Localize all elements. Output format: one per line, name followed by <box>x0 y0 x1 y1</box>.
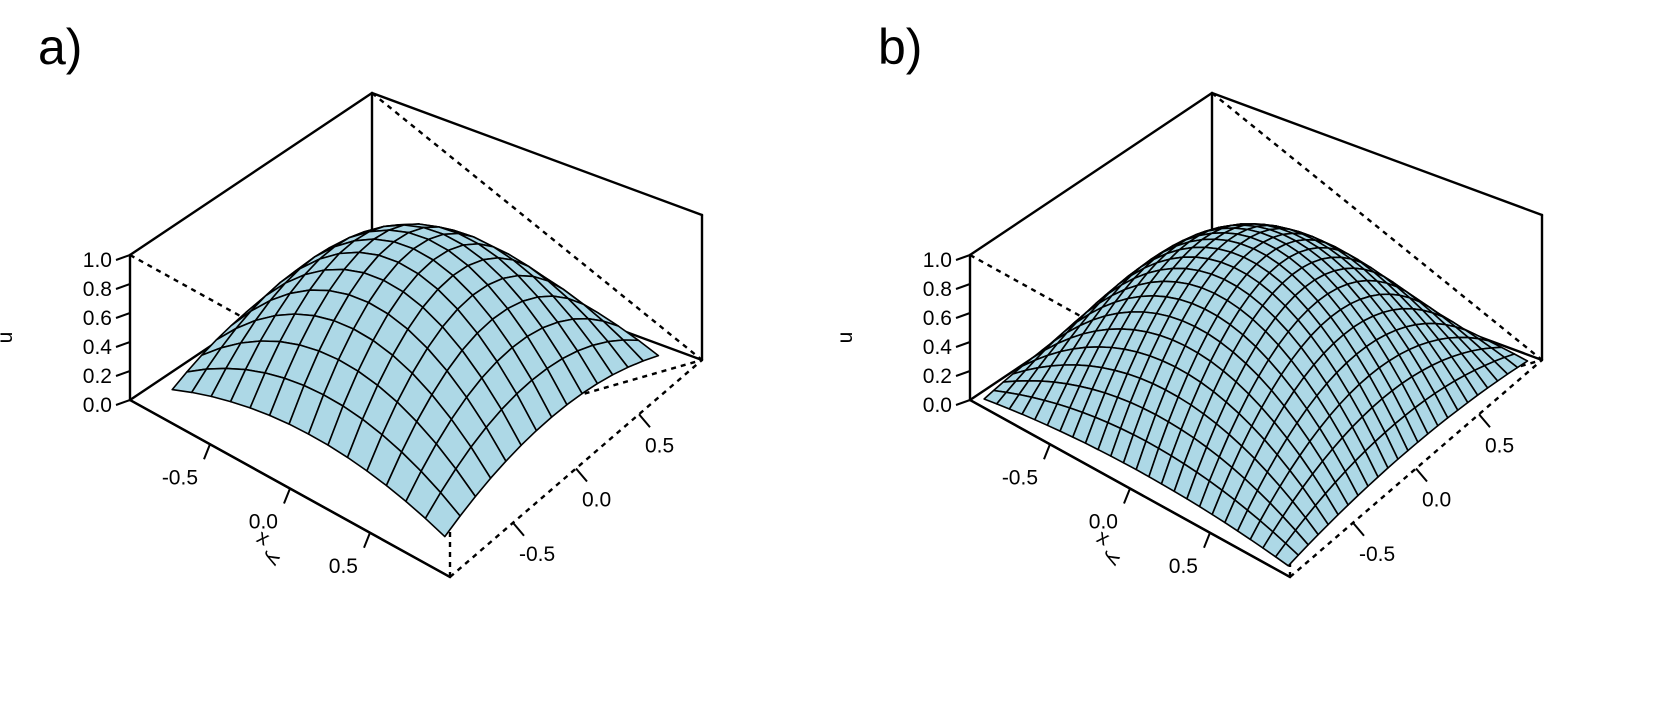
u-tick-label: 1.0 <box>83 249 112 272</box>
y-tick-mark <box>1415 467 1428 483</box>
x-tick: 0.5 <box>329 532 371 578</box>
u-tick: 0.0 <box>83 394 131 417</box>
u-tick-label: 0.2 <box>923 365 952 388</box>
y-tick: 0.0 <box>1415 467 1451 512</box>
u-tick: 0.0 <box>923 394 971 417</box>
u-tick-mark <box>115 341 131 348</box>
u-tick-mark <box>115 399 131 406</box>
u-tick-mark <box>115 312 131 319</box>
u-tick-mark <box>955 283 971 290</box>
box-edge-hidden <box>371 92 703 361</box>
u-tick-mark <box>115 370 131 377</box>
surface-facet <box>424 491 461 538</box>
u-tick-label: 0.8 <box>83 278 112 301</box>
u-tick-mark <box>955 370 971 377</box>
y-tick-label: -0.5 <box>1359 543 1395 566</box>
u-tick-label: 0.4 <box>83 336 113 359</box>
y-tick: 0.5 <box>638 413 674 457</box>
u-tick-mark <box>955 312 971 319</box>
x-tick-label: -0.5 <box>1002 466 1038 489</box>
u-tick-label: 0.0 <box>83 394 112 417</box>
y-axis-title-text: y <box>1101 549 1126 570</box>
y-tick: 0.0 <box>575 467 611 512</box>
u-tick-label: 0.6 <box>923 307 952 330</box>
x-tick: 0.0 <box>1089 488 1131 534</box>
surface <box>171 223 660 538</box>
x-tick-mark <box>1203 532 1211 549</box>
box-edge <box>128 91 374 257</box>
y-tick: 0.5 <box>1478 413 1514 457</box>
y-tick: -0.5 <box>1352 522 1395 566</box>
x-tick-label: 0.5 <box>329 555 358 578</box>
panel-label: b) <box>878 19 922 75</box>
box-edge-hidden <box>1211 92 1543 361</box>
x-tick: 0.0 <box>249 488 291 534</box>
surface <box>983 223 1529 567</box>
box-edge <box>968 91 1214 257</box>
x-tick-label: 0.0 <box>1089 511 1118 534</box>
panel-a: a)0.00.20.40.60.81.0u-0.50.00.5xy-0.50.0… <box>0 19 704 579</box>
u-tick: 0.4 <box>83 336 131 359</box>
u-tick: 1.0 <box>923 249 971 272</box>
x-tick-mark <box>283 488 291 504</box>
u-tick: 0.2 <box>923 365 971 388</box>
u-tick-mark <box>115 254 131 261</box>
u-tick: 0.8 <box>83 278 131 301</box>
u-tick-label: 0.8 <box>923 278 952 301</box>
u-tick-label: 0.0 <box>923 394 952 417</box>
y-axis-title-text: y <box>261 549 286 570</box>
x-tick: 0.5 <box>1169 532 1211 578</box>
u-tick: 0.4 <box>923 336 971 359</box>
u-tick-label: 0.2 <box>83 365 112 388</box>
x-tick-mark <box>1043 443 1051 460</box>
u-tick-mark <box>955 254 971 261</box>
y-tick-label: -0.5 <box>519 543 555 566</box>
x-tick-label: 0.0 <box>249 511 278 534</box>
box-edge <box>370 91 704 217</box>
u-tick-mark <box>955 399 971 406</box>
y-tick-label: 0.0 <box>1422 489 1451 512</box>
u-tick: 0.2 <box>83 365 131 388</box>
u-tick: 0.6 <box>923 307 971 330</box>
u-tick-mark <box>115 283 131 290</box>
axes: 0.00.20.40.60.81.0u-0.50.00.5xy-0.50.00.… <box>0 249 674 578</box>
u-tick-label: 0.4 <box>923 336 953 359</box>
x-tick: -0.5 <box>1002 443 1051 489</box>
x-tick-label: 0.5 <box>1169 555 1198 578</box>
u-tick: 0.8 <box>923 278 971 301</box>
u-axis-title: u <box>834 332 857 344</box>
surface-facet <box>1274 542 1300 567</box>
y-tick-label: 0.5 <box>1485 434 1514 457</box>
x-tick-mark <box>203 443 211 460</box>
x-tick: -0.5 <box>162 443 211 489</box>
y-tick-mark <box>512 522 525 537</box>
x-tick-mark <box>363 532 371 549</box>
u-axis-title: u <box>0 332 17 344</box>
panel-b: b)0.00.20.40.60.81.0u-0.50.00.5xy -0.50.0… <box>834 19 1544 579</box>
y-tick: -0.5 <box>512 522 555 566</box>
u-tick: 1.0 <box>83 249 131 272</box>
x-tick-label: -0.5 <box>162 466 198 489</box>
y-tick-mark <box>1478 413 1491 428</box>
y-tick-label: 0.5 <box>645 434 674 457</box>
y-tick-mark <box>1352 522 1365 537</box>
y-tick-mark <box>638 413 651 428</box>
x-tick-mark <box>1123 488 1131 504</box>
u-tick: 0.6 <box>83 307 131 330</box>
y-tick-mark <box>575 467 588 483</box>
panel-label: a) <box>38 19 82 75</box>
y-tick-label: 0.0 <box>582 489 611 512</box>
box-edge <box>1210 91 1544 217</box>
u-tick-label: 1.0 <box>923 249 952 272</box>
u-tick-mark <box>955 341 971 348</box>
u-tick-label: 0.6 <box>83 307 112 330</box>
